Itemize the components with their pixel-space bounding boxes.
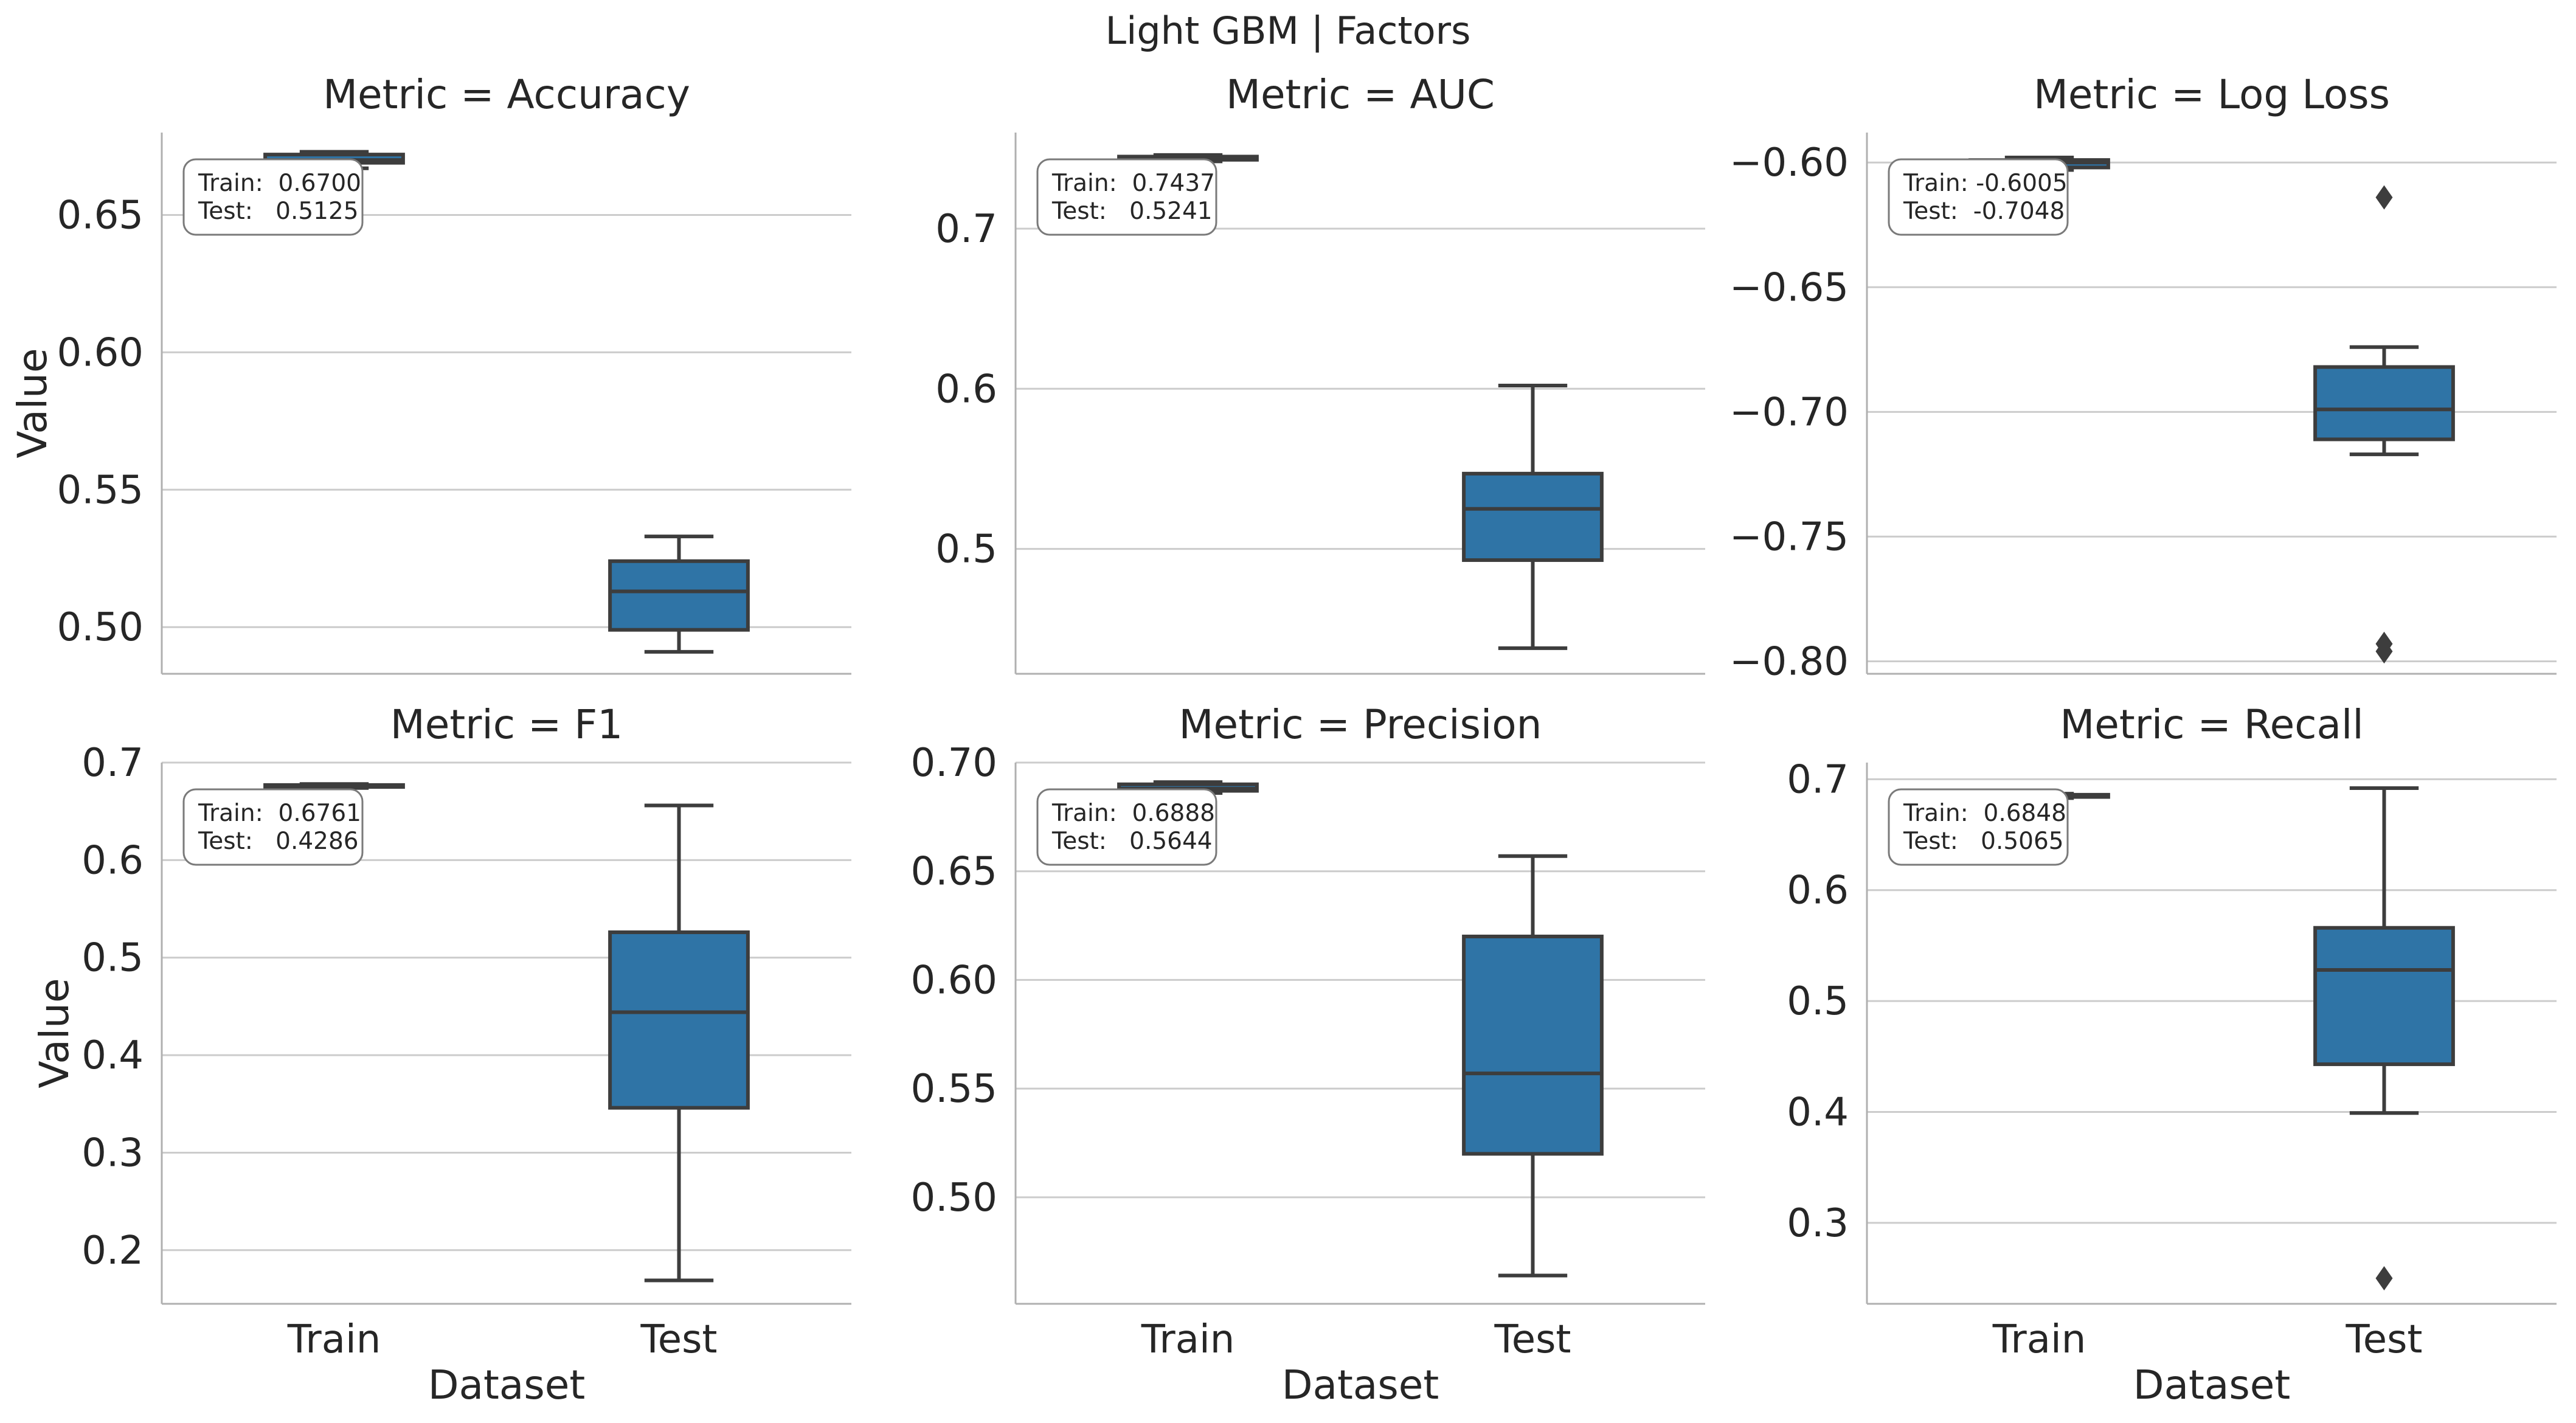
box-test [608, 803, 750, 1283]
ytick-label: 0.60 [57, 330, 144, 375]
ytick-label: 0.2 [81, 1228, 144, 1273]
panel-title: Metric = Log Loss [2034, 71, 2390, 118]
xtick-label: Train [1141, 1317, 1235, 1362]
annotation-line: Train: 0.6888 [1051, 800, 1215, 827]
panel-3: Metric = Log Loss −0.80 −0.75 −0.70 −0.65 −0.… [1729, 71, 2557, 684]
box-test [1462, 384, 1604, 650]
ytick-label: 0.65 [911, 850, 998, 895]
xtick-label: Test [2345, 1317, 2422, 1362]
ytick-label: 0.5 [1787, 979, 1849, 1024]
annotation-line: Test: -0.7048 [1903, 198, 2065, 225]
annotation-line: Test: 0.5644 [1051, 828, 1213, 855]
x-axis-label: Dataset [1282, 1362, 1439, 1408]
xtick-label: Train [1992, 1317, 2086, 1362]
x-axis-label: Dataset [428, 1362, 585, 1408]
annotation-box [1036, 158, 1217, 236]
ytick-label: 0.5 [81, 936, 144, 981]
outlier-point [2375, 185, 2393, 210]
panel-4: Metric = F1 0.2 0.3 0.4 0.5 0.6 0.7 Train Test Da… [31, 701, 851, 1408]
annotation-line: Train: 0.6761 [198, 800, 361, 827]
panel-6: Metric = Recall 0.3 0.4 0.5 0.6 0.7 Train Test D… [1787, 701, 2557, 1408]
panel-title: Metric = Precision [1179, 701, 1542, 748]
ytick-label: −0.75 [1729, 514, 1849, 559]
box-train [263, 782, 405, 790]
box-test [2313, 185, 2455, 664]
box-iqr [608, 559, 750, 632]
annotation-line: Test: 0.5065 [1903, 828, 2064, 855]
annotation-line: Train: -0.6005 [1903, 170, 2068, 197]
panel-5: Metric = Precision 0.50 0.55 0.60 0.65 0.70 Tr… [911, 701, 1705, 1408]
panel-2: Metric = AUC 0.5 0.6 0.7 Train: 0.7437Test: … [935, 71, 1705, 675]
ytick-label: 0.3 [1787, 1201, 1849, 1246]
box-test [1462, 854, 1604, 1278]
annotation-line: Test: 0.4286 [198, 828, 359, 855]
ytick-label: 0.3 [81, 1130, 144, 1175]
annotation-line: Train: 0.6848 [1903, 800, 2066, 827]
box-iqr [1462, 934, 1604, 1156]
annotation-line: Train: 0.6700 [198, 170, 361, 197]
annotation-box [1888, 788, 2069, 866]
box-iqr [2313, 365, 2455, 441]
annotation-box [182, 158, 364, 236]
box-test [608, 535, 750, 654]
ytick-label: −0.65 [1729, 265, 1849, 310]
ytick-label: −0.60 [1729, 140, 1849, 185]
ytick-label: 0.7 [1787, 757, 1849, 802]
ytick-label: 0.4 [1787, 1090, 1849, 1135]
panel-1: Metric = Accuracy 0.50 0.55 0.60 0.65 Value Tr… [9, 71, 851, 675]
box-test [2313, 786, 2455, 1291]
ytick-label: −0.80 [1729, 639, 1849, 684]
annotation-box [1888, 158, 2069, 236]
figure-title: Light GBM | Factors [1105, 9, 1471, 53]
ytick-label: 0.55 [57, 468, 144, 513]
ytick-label: 0.60 [911, 958, 998, 1003]
ytick-label: 0.50 [57, 605, 144, 650]
box-iqr [2313, 926, 2455, 1067]
annotation-box [1036, 788, 1217, 866]
outlier-point [2375, 1266, 2393, 1291]
ytick-label: 0.7 [935, 207, 997, 252]
panel-title: Metric = AUC [1226, 71, 1495, 118]
ytick-label: 0.70 [911, 741, 998, 786]
ytick-label: 0.7 [81, 741, 144, 786]
ytick-label: 0.5 [935, 527, 997, 572]
xtick-label: Test [1494, 1317, 1571, 1362]
xtick-label: Test [640, 1317, 717, 1362]
panel-title: Metric = Accuracy [323, 71, 690, 118]
ytick-label: 0.4 [81, 1033, 144, 1078]
y-axis-label: Value [9, 348, 56, 458]
panel-title: Metric = F1 [390, 701, 623, 748]
annotation-box [182, 788, 364, 866]
box-iqr [1462, 471, 1604, 563]
x-axis-label: Dataset [2133, 1362, 2290, 1408]
ytick-label: 0.50 [911, 1175, 998, 1220]
outlier-point [2375, 639, 2393, 664]
annotation-line: Train: 0.7437 [1051, 170, 1215, 197]
ytick-label: 0.6 [1787, 868, 1849, 913]
ytick-label: 0.65 [57, 193, 144, 238]
panel-title: Metric = Recall [2060, 701, 2363, 748]
annotation-line: Test: 0.5125 [198, 198, 359, 225]
ytick-label: 0.6 [935, 367, 997, 412]
ytick-label: 0.55 [911, 1067, 998, 1112]
box-iqr [608, 930, 750, 1110]
annotation-line: Test: 0.5241 [1051, 198, 1213, 225]
ytick-label: −0.70 [1729, 390, 1849, 435]
xtick-label: Train [287, 1317, 381, 1362]
ytick-label: 0.6 [81, 838, 144, 883]
y-axis-label: Value [31, 978, 78, 1088]
